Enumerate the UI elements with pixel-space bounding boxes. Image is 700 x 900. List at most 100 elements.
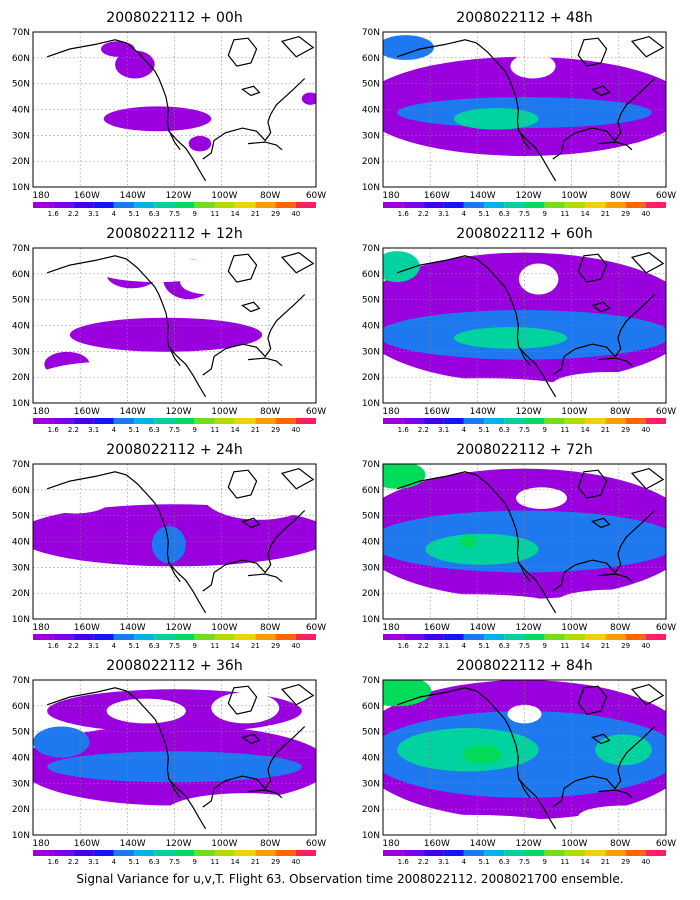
coastline	[504, 502, 557, 614]
coastline	[552, 121, 622, 160]
colorbar-swatch	[295, 202, 316, 208]
colorbar-label: 29	[621, 642, 630, 650]
colorbar-label: 5.1	[479, 858, 490, 866]
colorbar-label: 14	[581, 642, 590, 650]
colorbar-label: 6.3	[149, 858, 160, 866]
colorbar-label: 40	[291, 858, 300, 866]
colorbar-label: 7.5	[169, 210, 180, 218]
colorbar-swatch	[174, 202, 195, 208]
colorbar-label: 40	[291, 210, 300, 218]
colorbar-swatch	[403, 418, 424, 424]
colorbar-label: 3.1	[438, 426, 449, 434]
latitude-label: 20N	[362, 589, 380, 599]
variance-field	[33, 257, 316, 399]
longitude-label: 120W	[515, 407, 541, 417]
colorbar-swatch	[194, 634, 215, 640]
figure-caption: Signal Variance for u,v,T. Flight 63. Ob…	[76, 872, 624, 886]
latitude-label: 20N	[12, 373, 30, 383]
greenland-coast	[630, 252, 665, 274]
coastline	[617, 294, 656, 339]
longitude-label: 180	[382, 839, 399, 849]
colorbar-label: 7.5	[169, 642, 180, 650]
colorbar-swatch	[383, 418, 404, 424]
colorbar-swatch	[33, 202, 54, 208]
colorbar-swatch	[275, 202, 296, 208]
longitude-label: 60W	[656, 407, 676, 417]
longitude-label: 180	[32, 407, 49, 417]
colorbar-label: 14	[231, 426, 240, 434]
colorbar-label: 11	[560, 210, 569, 218]
colorbar-swatch	[544, 634, 565, 640]
colorbar-swatch	[383, 634, 404, 640]
colorbar-swatch	[463, 850, 485, 856]
latitude-label: 20N	[12, 157, 30, 167]
variance-contour	[100, 41, 135, 57]
colorbar-swatch	[423, 418, 444, 424]
latitude-label: 30N	[12, 563, 30, 573]
coastline	[518, 130, 531, 151]
colorbar-swatch	[53, 634, 74, 640]
longitude-label: 140W	[120, 191, 146, 201]
map-frame	[382, 31, 667, 188]
map-panel: 2008022112 + 60h 70N 60N 50N 40N 30N 20N 10N180…	[362, 226, 676, 434]
latitude-label: 40N	[12, 322, 30, 332]
latitude-label: 60N	[12, 270, 30, 280]
panel-title: 2008022112 + 84h	[456, 658, 592, 674]
coastline	[617, 78, 656, 123]
colorbar-swatch	[585, 418, 606, 424]
colorbar-swatch	[423, 850, 444, 856]
coastlines	[46, 35, 315, 182]
latitude-label: 70N	[362, 460, 380, 470]
coastlines	[46, 252, 315, 398]
variance-gap	[106, 698, 186, 724]
coastline	[552, 553, 622, 592]
longitude-label: 140W	[470, 191, 496, 201]
coastlines	[396, 252, 665, 398]
longitude-label: 140W	[470, 623, 496, 633]
hudson-bay	[577, 685, 608, 715]
coastline	[46, 687, 156, 720]
colorbar-swatch	[235, 418, 256, 424]
colorbar-swatch	[214, 634, 236, 640]
colorbar-label: 2.2	[418, 210, 429, 218]
colorbar-label: 6.3	[149, 426, 160, 434]
longitude-label: 60W	[656, 623, 676, 633]
colorbar-label: 2.2	[418, 858, 429, 866]
colorbar-label: 5.1	[479, 642, 490, 650]
colorbar-swatch	[605, 202, 626, 208]
colorbar-swatch	[625, 850, 646, 856]
variance-field	[383, 35, 666, 180]
colorbar-swatch	[645, 202, 666, 208]
colorbar-label: 21	[251, 210, 260, 218]
latitude-label: 50N	[12, 296, 30, 306]
coastline	[552, 769, 622, 808]
coastline	[248, 141, 283, 151]
colorbar-swatch	[255, 202, 276, 208]
colorbar-swatch	[605, 850, 626, 856]
colorbar-swatch	[605, 634, 626, 640]
coastline	[518, 778, 531, 799]
longitude-label: 80W	[260, 191, 280, 201]
colorbar-label: 2.2	[68, 858, 79, 866]
colorbar-label: 11	[210, 642, 219, 650]
colorbar-swatch	[443, 418, 464, 424]
colorbar-swatch	[403, 202, 424, 208]
map-panel: 2008022112 + 24h 70N 60N 50N 40N 30N 20N 10N180…	[12, 442, 326, 650]
colorbar-label: 29	[621, 426, 630, 434]
longitude-label: 100W	[561, 623, 587, 633]
colorbar-swatch	[585, 850, 606, 856]
great-lakes	[241, 301, 261, 313]
longitude-label: 120W	[165, 191, 191, 201]
colorbar-swatch	[524, 850, 545, 856]
colorbar-swatch	[174, 634, 195, 640]
colorbar-swatch	[134, 634, 155, 640]
variance-contour	[383, 680, 432, 707]
coastline	[248, 789, 283, 799]
variance-gap	[397, 378, 567, 397]
longitude-label: 80W	[260, 839, 280, 849]
longitude-label: 60W	[656, 839, 676, 849]
variance-gap	[388, 814, 548, 831]
colorbar-swatch	[544, 850, 565, 856]
longitude-label: 100W	[211, 839, 237, 849]
map-panel: 2008022112 + 12h 70N 60N 50N 40N 30N 20N 10N180…	[12, 226, 326, 434]
